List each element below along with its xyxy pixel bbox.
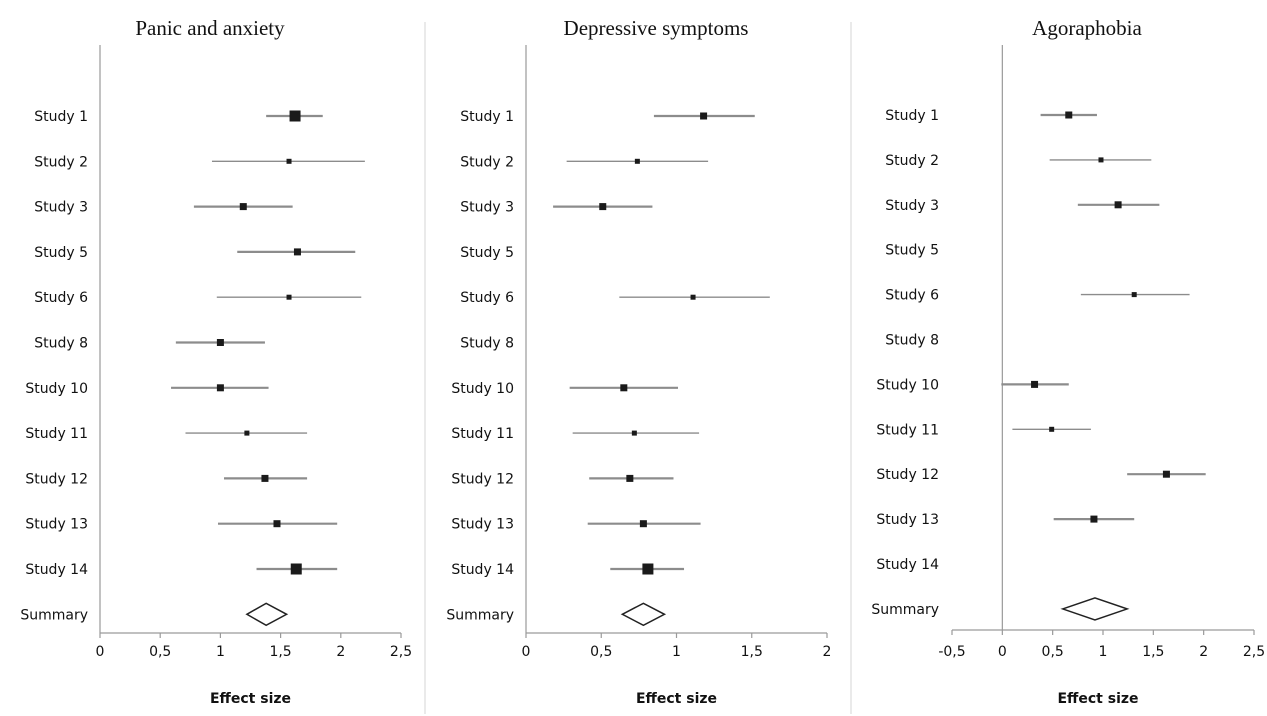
point-estimate — [690, 294, 696, 300]
x-tick-label: 1 — [1099, 644, 1108, 660]
summary-diamond — [1060, 597, 1130, 621]
x-axis-label: Effect size — [210, 691, 291, 707]
forest-panel: Agoraphobia -0,5 0 0,5 1 1,5 2 2,5 Effect size St… — [871, 16, 1265, 707]
point-estimate — [700, 112, 708, 120]
point-estimate — [642, 563, 654, 575]
panel-title: Depressive symptoms — [564, 16, 749, 40]
study-label: Study 1 — [460, 109, 514, 125]
point-estimate — [626, 474, 634, 482]
x-tick-label: 2,5 — [1243, 644, 1265, 660]
forest-panel: Depressive symptoms 0 0,5 1 1,5 2 Effect size S… — [446, 16, 831, 707]
study-label: Study 8 — [460, 336, 514, 352]
point-estimate — [289, 110, 301, 122]
point-estimate — [1114, 201, 1122, 209]
forest-panel: Panic and anxiety 0 0,5 1 1,5 2 2,5 Effect size… — [20, 16, 412, 707]
x-tick-label: 0,5 — [1042, 644, 1064, 660]
study-label: Study 5 — [34, 245, 88, 261]
summary-diamond — [620, 602, 667, 627]
x-tick-label: 1 — [216, 644, 225, 660]
summary-diamond — [245, 602, 289, 627]
study-label: Study 2 — [460, 154, 514, 170]
study-label: Study 13 — [451, 517, 514, 533]
point-estimate — [239, 203, 247, 211]
study-label: Study 12 — [876, 467, 939, 483]
point-estimate — [639, 520, 647, 528]
summary-label: Summary — [871, 602, 939, 618]
x-tick-label: 0,5 — [149, 644, 171, 660]
point-estimate — [244, 430, 250, 436]
x-tick-label: 1 — [672, 644, 681, 660]
x-tick-label: 0,5 — [590, 644, 612, 660]
x-tick-label: 0 — [522, 644, 531, 660]
study-label: Study 13 — [25, 517, 88, 533]
point-estimate — [1049, 426, 1055, 432]
point-estimate — [634, 158, 640, 164]
x-axis-label: Effect size — [1057, 691, 1138, 707]
panel-title: Panic and anxiety — [135, 16, 285, 40]
point-estimate — [1131, 292, 1137, 298]
study-label: Study 10 — [451, 381, 514, 397]
point-estimate — [1098, 157, 1104, 163]
study-label: Study 10 — [876, 377, 939, 393]
x-tick-label: 1,5 — [269, 644, 291, 660]
study-label: Study 3 — [460, 200, 514, 216]
study-label: Study 8 — [34, 336, 88, 352]
study-label: Study 11 — [876, 422, 939, 438]
study-label: Study 6 — [34, 290, 88, 306]
x-axis-label: Effect size — [636, 691, 717, 707]
point-estimate — [631, 430, 637, 436]
study-label: Study 2 — [34, 154, 88, 170]
study-label: Study 11 — [25, 426, 88, 442]
study-label: Study 12 — [25, 471, 88, 487]
point-estimate — [286, 294, 292, 300]
point-estimate — [1031, 380, 1039, 388]
study-label: Study 10 — [25, 381, 88, 397]
summary-label: Summary — [20, 607, 88, 623]
study-label: Study 1 — [885, 108, 939, 124]
x-tick-label: 2 — [336, 644, 345, 660]
x-tick-label: 1,5 — [741, 644, 763, 660]
study-label: Study 3 — [34, 200, 88, 216]
point-estimate — [286, 158, 292, 164]
panel-title: Agoraphobia — [1032, 16, 1142, 40]
study-label: Study 14 — [25, 562, 88, 578]
x-tick-label: -0,5 — [938, 644, 965, 660]
study-label: Study 14 — [451, 562, 514, 578]
study-label: Study 6 — [460, 290, 514, 306]
x-tick-label: 1,5 — [1142, 644, 1164, 660]
study-label: Study 11 — [451, 426, 514, 442]
x-tick-label: 2,5 — [390, 644, 412, 660]
point-estimate — [290, 563, 302, 575]
point-estimate — [599, 203, 607, 211]
point-estimate — [1162, 470, 1170, 478]
study-label: Study 3 — [885, 198, 939, 214]
point-estimate — [293, 248, 301, 256]
study-label: Study 13 — [876, 512, 939, 528]
study-label: Study 8 — [885, 333, 939, 349]
point-estimate — [620, 384, 628, 392]
x-tick-label: 2 — [1199, 644, 1208, 660]
study-label: Study 5 — [885, 243, 939, 259]
point-estimate — [1090, 515, 1098, 523]
point-estimate — [273, 520, 281, 528]
summary-label: Summary — [446, 607, 514, 623]
x-tick-label: 2 — [823, 644, 832, 660]
point-estimate — [261, 474, 269, 482]
study-label: Study 5 — [460, 245, 514, 261]
point-estimate — [216, 339, 224, 346]
point-estimate — [1065, 111, 1073, 119]
study-label: Study 12 — [451, 471, 514, 487]
point-estimate — [216, 384, 224, 392]
study-label: Study 1 — [34, 109, 88, 125]
study-label: Study 14 — [876, 557, 939, 573]
x-tick-label: 0 — [96, 644, 105, 660]
study-label: Study 2 — [885, 153, 939, 169]
x-tick-label: 0 — [998, 644, 1007, 660]
study-label: Study 6 — [885, 288, 939, 304]
